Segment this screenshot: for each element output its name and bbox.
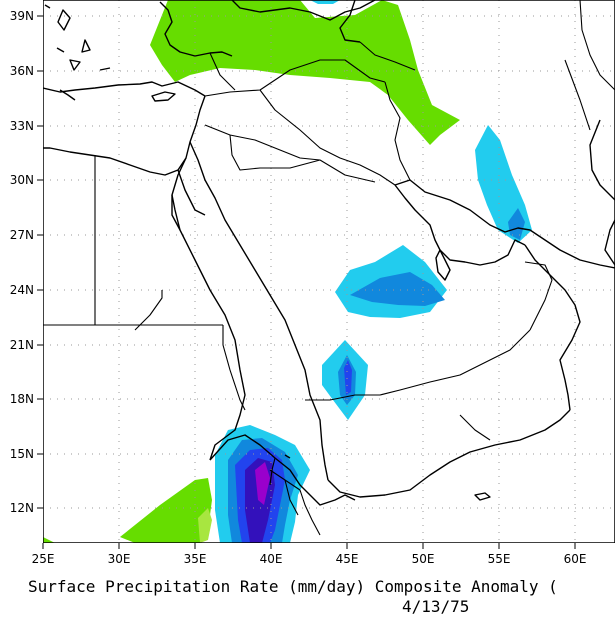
map-date: 4/13/75 [402, 597, 469, 616]
lon-label: 30E [108, 552, 131, 566]
negative-anomaly-ethiopia-5 [255, 462, 270, 505]
lon-label: 35E [184, 552, 207, 566]
lat-label: 39N [10, 9, 34, 23]
anomaly-shading [43, 0, 532, 543]
lon-label: 45E [336, 552, 359, 566]
lon-label: 50E [412, 552, 435, 566]
lon-label: 55E [488, 552, 511, 566]
plot-area [43, 0, 615, 543]
lat-label: 27N [10, 228, 34, 242]
lon-label: 60E [564, 552, 587, 566]
positive-anomaly-corner [43, 537, 55, 543]
political-borders [43, 0, 615, 536]
graticule [43, 0, 615, 543]
positive-anomaly-southwest-core [198, 508, 212, 543]
lon-label: 25E [32, 552, 55, 566]
positive-anomaly-southwest [120, 478, 212, 543]
map-title: Surface Precipitation Rate (mm/day) Comp… [28, 577, 558, 596]
lat-label: 21N [10, 338, 34, 352]
lat-label: 18N [10, 392, 34, 406]
latitude-labels: 39N 36N 33N 30N 27N 24N 21N 18N 15N 12N [10, 9, 34, 515]
longitude-labels: 25E 30E 35E 40E 45E 50E 55E 60E [32, 552, 587, 566]
lat-label: 33N [10, 119, 34, 133]
lat-label: 15N [10, 447, 34, 461]
lat-label: 12N [10, 501, 34, 515]
negative-anomaly-central-arabia-core [350, 272, 445, 306]
axis-ticks [37, 15, 576, 549]
lat-label: 30N [10, 173, 34, 187]
positive-anomaly-north [150, 0, 460, 145]
negative-anomaly-caspian [310, 0, 340, 4]
lat-label: 36N [10, 64, 34, 78]
coastlines [43, 0, 615, 506]
negative-anomaly-oman-core [508, 208, 525, 240]
lat-label: 24N [10, 283, 34, 297]
lon-label: 40E [260, 552, 283, 566]
negative-anomaly-western-arabia-center [344, 360, 352, 395]
